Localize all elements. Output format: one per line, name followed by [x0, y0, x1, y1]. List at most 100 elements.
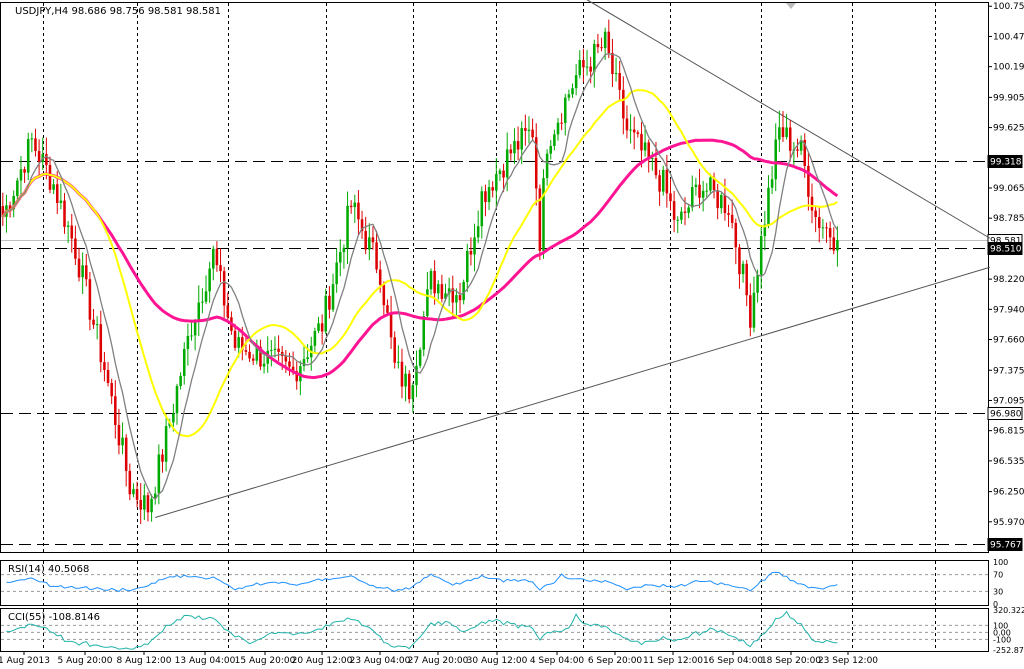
candle-body — [720, 195, 723, 209]
candle-body — [778, 127, 781, 140]
candle-body — [687, 207, 690, 213]
candle-body — [26, 139, 30, 173]
candle-body — [233, 330, 237, 348]
price-tick-label: 99.065 — [993, 184, 1024, 194]
candle-body — [393, 337, 396, 363]
time-tick-label: 18 Sep 20:00 — [761, 656, 821, 665]
price-tick-label: 98.785 — [993, 214, 1024, 224]
rsi-axis-label: 0 — [993, 600, 998, 609]
candle-body — [509, 149, 513, 154]
candle-body — [371, 237, 375, 243]
candle-body — [226, 305, 230, 318]
candle-body — [716, 190, 719, 209]
candle-body — [752, 292, 756, 328]
candle-body — [70, 225, 74, 239]
candle-body — [774, 139, 777, 180]
candle-body — [375, 242, 378, 270]
candle-body — [669, 193, 672, 202]
candle-body — [248, 351, 251, 359]
candle-body — [328, 295, 331, 310]
candle-body — [589, 66, 592, 72]
candle-body — [502, 170, 505, 178]
rsi-axis-label: 30 — [993, 587, 1003, 596]
candle-body — [378, 269, 382, 285]
candle-body — [12, 195, 15, 210]
candle-body — [672, 201, 676, 220]
candle-body — [462, 282, 465, 301]
candle-body — [99, 324, 103, 363]
time-axis: 1 Aug 2013 5 Aug 20:00 8 Aug 12:00 13 Aug 0… — [0, 651, 878, 666]
candle-body — [313, 330, 317, 346]
candle-body — [480, 191, 484, 227]
candle-body — [647, 142, 650, 159]
time-tick-label: 20 Aug 12:00 — [292, 656, 353, 665]
candle-body — [629, 129, 632, 131]
candle-body — [781, 127, 785, 138]
time-tick-label: 5 Aug 20:00 — [58, 656, 113, 665]
candle-body — [817, 217, 821, 229]
candle-body — [23, 169, 26, 173]
candle-body — [364, 230, 367, 250]
cci-label: CCI(55) -108.8146 — [8, 612, 100, 623]
time-tick-label: 30 Aug 12:00 — [467, 656, 528, 665]
candle-body — [680, 211, 683, 220]
price-tick-label: 96.250 — [993, 488, 1024, 498]
cci-axis-label: 320.322 — [993, 606, 1024, 615]
candle-body — [836, 240, 839, 251]
candle-body — [759, 236, 763, 275]
candle-body — [607, 31, 611, 53]
candle-body — [306, 357, 309, 360]
candle-body — [146, 495, 150, 513]
candle-body — [661, 169, 665, 192]
candle-body — [201, 301, 204, 303]
time-tick-label: 8 Aug 12:00 — [117, 656, 172, 665]
level-label: 96.980 — [990, 410, 1022, 420]
candle-body — [723, 195, 727, 214]
candle-body — [259, 346, 262, 367]
candle-body — [349, 205, 353, 208]
candle-body — [182, 348, 186, 376]
chart-shift-marker-icon — [786, 3, 796, 9]
candle-body — [585, 66, 589, 68]
candle-body — [342, 247, 346, 253]
time-tick-label: 23 Sep 12:00 — [818, 656, 878, 665]
candle-body — [476, 226, 480, 238]
candle-body — [204, 291, 208, 302]
candle-body — [30, 138, 34, 140]
candle-body — [600, 47, 603, 49]
candle-body — [505, 149, 509, 178]
candle-body — [593, 44, 596, 72]
candle-body — [690, 187, 694, 208]
candle-body — [622, 89, 625, 119]
candle-body — [407, 373, 411, 400]
candle-body — [796, 149, 799, 151]
candle-body — [241, 337, 244, 351]
candle-body — [433, 270, 436, 294]
candle-body — [360, 219, 364, 231]
candle-body — [153, 493, 157, 499]
candle-body — [324, 295, 328, 332]
candle-body — [821, 227, 825, 229]
candle-body — [810, 196, 814, 211]
candle-body — [741, 263, 745, 275]
price-tick-label: 99.625 — [993, 124, 1024, 134]
candle-body — [222, 271, 226, 306]
candle-body — [66, 225, 70, 227]
candle-body — [302, 359, 306, 367]
candle-body — [665, 169, 669, 194]
trend-line-lower — [155, 266, 990, 518]
candle-body — [799, 139, 803, 151]
candle-body — [447, 288, 451, 294]
candle-body — [48, 165, 52, 190]
candle-body — [1, 206, 5, 217]
candle-body — [397, 361, 400, 363]
price-axis: 100.750 100.470 100.190 99.905 99.625 99.065 9… — [988, 2, 1024, 528]
candle-body — [88, 279, 92, 320]
candle-body — [34, 138, 37, 151]
candle-body — [651, 158, 654, 160]
candle-body — [161, 454, 164, 462]
candle-body — [473, 237, 476, 255]
price-tick-label: 97.660 — [993, 336, 1024, 346]
